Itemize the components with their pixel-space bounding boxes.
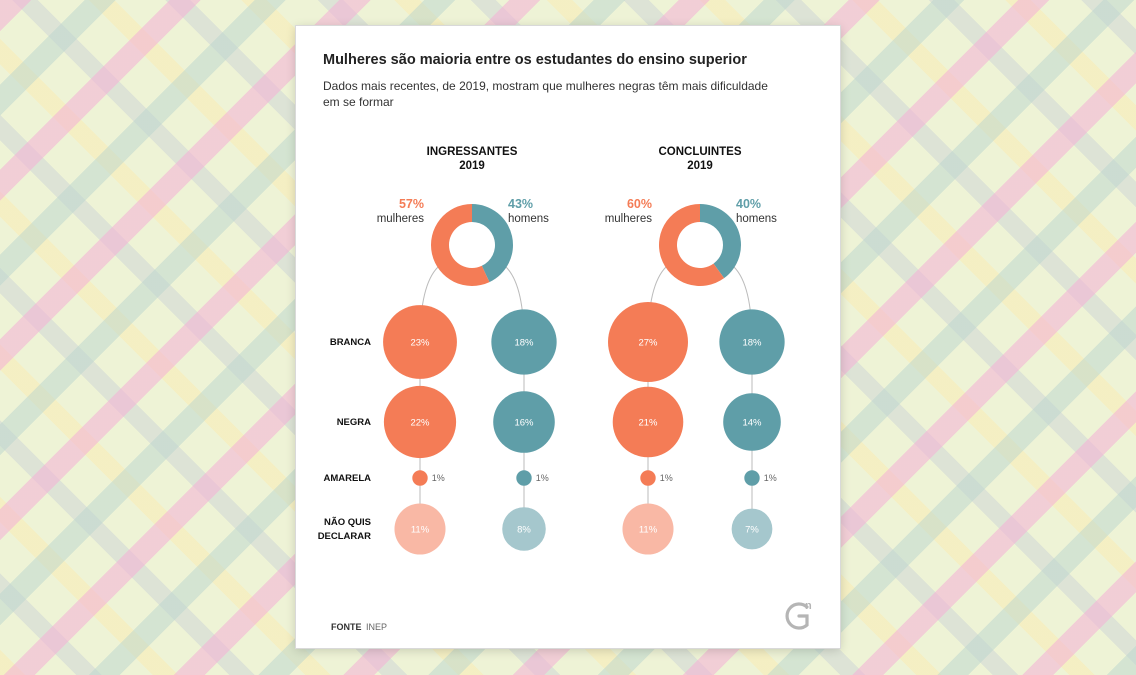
bubble-label: 18% — [514, 338, 534, 349]
bubble-label: 22% — [410, 418, 430, 429]
row-label: NEGRA — [337, 417, 371, 428]
bubble-label: 11% — [639, 525, 658, 536]
donut-label-homens: homens — [736, 213, 777, 225]
bubble-label: 1% — [660, 473, 673, 483]
donut-label-homens: homens — [508, 213, 549, 225]
chart-subtitle-line: Dados mais recentes, de 2019, mostram qu… — [323, 79, 768, 93]
group-year: 2019 — [687, 160, 713, 172]
bubble-label: 14% — [742, 418, 762, 429]
donut-label-mulheres: mulheres — [605, 213, 653, 225]
bubble-label: 8% — [517, 525, 531, 536]
group-title: INGRESSANTES — [427, 146, 518, 158]
bubble-label: 1% — [432, 473, 445, 483]
bubble-label: 1% — [536, 473, 549, 483]
donut-slice-homens — [700, 204, 741, 278]
row-label: DECLARAR — [318, 531, 371, 542]
svg-text:n: n — [805, 600, 812, 612]
chart-canvas: Mulheres são maioria entre os estudantes… — [296, 26, 840, 648]
infographic-card: Mulheres são maioria entre os estudantes… — [296, 26, 840, 648]
source-value: INEP — [366, 622, 387, 632]
group-year: 2019 — [459, 160, 485, 172]
donut-pct-mulheres: 60% — [627, 197, 652, 211]
bubble-label: 7% — [745, 525, 759, 536]
bubble-label: 1% — [764, 473, 777, 483]
row-label: NÃO QUIS — [324, 517, 371, 528]
bubble-label: 27% — [638, 338, 658, 349]
bubble-men — [744, 470, 759, 485]
row-label: AMARELA — [324, 473, 372, 484]
bubble-label: 18% — [742, 338, 762, 349]
row-label: BRANCA — [330, 337, 371, 348]
bubble-label: 23% — [410, 338, 430, 349]
bubble-label: 21% — [638, 418, 658, 429]
chart-title: Mulheres são maioria entre os estudantes… — [323, 52, 747, 68]
group-title: CONCLUINTES — [658, 146, 741, 158]
bubble-women — [640, 470, 655, 485]
donut-pct-homens: 40% — [736, 197, 761, 211]
donut-pct-mulheres: 57% — [399, 197, 424, 211]
bubble-label: 16% — [514, 418, 534, 429]
bubble-men — [516, 470, 531, 485]
bubble-label: 11% — [411, 525, 430, 536]
bubble-women — [412, 470, 427, 485]
chart-subtitle-line: em se formar — [323, 95, 394, 109]
donut-label-mulheres: mulheres — [377, 213, 425, 225]
source-label: FONTE — [331, 622, 362, 632]
donut-pct-homens: 43% — [508, 197, 533, 211]
brand-logo-icon: n — [787, 600, 812, 628]
